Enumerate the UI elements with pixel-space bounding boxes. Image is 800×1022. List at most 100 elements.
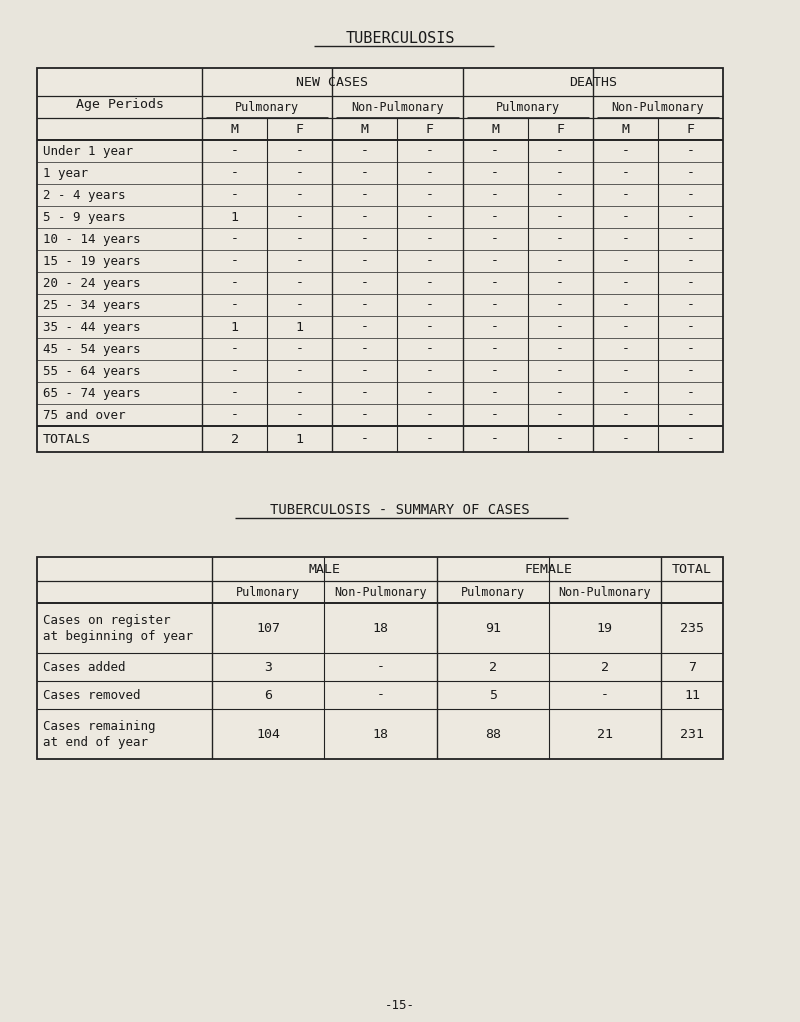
Text: 3: 3 [264,660,272,673]
Text: -: - [426,409,434,421]
Bar [37,557,723,759]
Text: Non-Pulmonary: Non-Pulmonary [334,586,426,599]
Text: -: - [426,167,434,180]
Text: -: - [230,232,238,245]
Text: Cases added: Cases added [43,660,126,673]
Text: -: - [491,254,499,268]
Text: -: - [426,342,434,356]
Text: -: - [230,365,238,377]
Text: TOTALS: TOTALS [43,432,91,446]
Text: -: - [686,232,694,245]
Text: -: - [622,211,630,224]
Text: -: - [491,298,499,312]
Text: -: - [556,409,564,421]
Text: -: - [556,277,564,289]
Text: -: - [556,321,564,333]
Text: -: - [361,211,369,224]
Text: -: - [622,277,630,289]
Text: -: - [556,432,564,446]
Text: -: - [686,211,694,224]
Text: -: - [376,689,384,701]
Text: 21: 21 [597,728,613,741]
Text: DEATHS: DEATHS [569,76,617,89]
Text: -: - [361,409,369,421]
Text: -: - [491,386,499,400]
Text: 107: 107 [256,621,280,635]
Text: -: - [686,432,694,446]
Text: -: - [426,211,434,224]
Text: 18: 18 [372,621,388,635]
Text: Pulmonary: Pulmonary [461,586,525,599]
Text: -: - [622,409,630,421]
Text: 15 - 19 years: 15 - 19 years [43,254,141,268]
Text: -: - [491,144,499,157]
Text: TUBERCULOSIS: TUBERCULOSIS [346,31,454,46]
Text: M: M [622,123,630,136]
Text: -: - [622,321,630,333]
Text: F: F [296,123,304,136]
Text: -: - [686,365,694,377]
Text: -: - [361,144,369,157]
Bar [37,68,723,452]
Text: -: - [426,188,434,201]
Text: MALE: MALE [308,562,340,575]
Text: -: - [556,167,564,180]
Text: -: - [230,277,238,289]
Text: 5: 5 [489,689,497,701]
Bar [37,68,723,452]
Text: -: - [686,188,694,201]
Text: -: - [361,386,369,400]
Text: Pulmonary: Pulmonary [236,586,300,599]
Text: at end of year: at end of year [43,736,148,748]
Text: -: - [491,188,499,201]
Text: -: - [296,409,304,421]
Text: -: - [556,365,564,377]
Text: Cases on register: Cases on register [43,613,170,626]
Text: 231: 231 [680,728,704,741]
Text: -: - [622,167,630,180]
Text: -: - [686,167,694,180]
Text: -: - [686,277,694,289]
Text: -: - [622,365,630,377]
Text: -: - [556,232,564,245]
Text: -: - [686,342,694,356]
Text: 18: 18 [372,728,388,741]
Text: -: - [622,144,630,157]
Text: -: - [361,321,369,333]
Text: -: - [376,660,384,673]
Text: FEMALE: FEMALE [525,562,573,575]
Text: 1: 1 [296,432,304,446]
Text: -: - [491,432,499,446]
Text: -: - [361,298,369,312]
Text: -: - [361,232,369,245]
Text: Non-Pulmonary: Non-Pulmonary [351,100,444,113]
Text: -: - [622,342,630,356]
Text: -: - [491,211,499,224]
Text: -: - [622,432,630,446]
Text: -: - [686,409,694,421]
Text: -: - [296,386,304,400]
Text: -: - [491,365,499,377]
Text: -: - [622,188,630,201]
Text: -: - [230,254,238,268]
Text: 1 year: 1 year [43,167,88,180]
Text: -: - [426,298,434,312]
Text: NEW CASES: NEW CASES [296,76,368,89]
Text: -: - [491,167,499,180]
Text: Under 1 year: Under 1 year [43,144,133,157]
Text: -: - [686,321,694,333]
Text: -: - [230,298,238,312]
Text: 1: 1 [230,321,238,333]
Text: 104: 104 [256,728,280,741]
Text: 10 - 14 years: 10 - 14 years [43,232,141,245]
Text: TOTAL: TOTAL [672,562,712,575]
Text: -: - [296,144,304,157]
Text: Cases remaining: Cases remaining [43,719,155,733]
Text: -: - [622,386,630,400]
Text: 45 - 54 years: 45 - 54 years [43,342,141,356]
Text: Non-Pulmonary: Non-Pulmonary [611,100,704,113]
Text: -: - [556,188,564,201]
Text: -: - [686,144,694,157]
Text: -: - [556,298,564,312]
Text: -: - [361,342,369,356]
